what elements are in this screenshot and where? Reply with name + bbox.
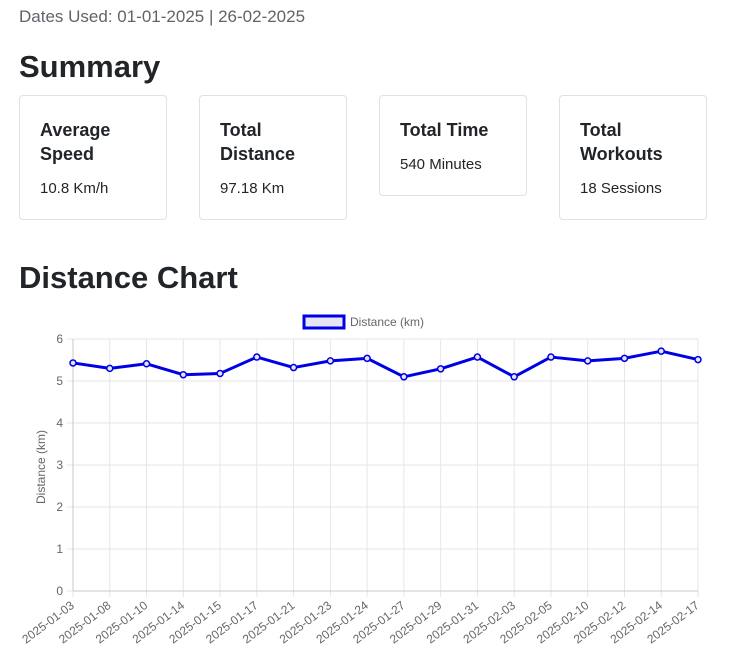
chart-grid <box>67 338 699 597</box>
card-value: 97.18 Km <box>220 180 285 197</box>
data-point <box>510 373 518 381</box>
card-title: Total Workouts <box>580 120 663 164</box>
y-tick-label: 3 <box>56 458 63 472</box>
total-time-card: Total Time 540 Minutes <box>379 95 527 196</box>
total-workouts-card: Total Workouts 18 Sessions <box>559 95 707 220</box>
average-speed-card: Average Speed 10.8 Km/h <box>19 95 167 220</box>
data-point <box>473 353 482 361</box>
distance-chart-heading: Distance Chart <box>19 260 238 295</box>
data-point <box>179 370 188 379</box>
data-point <box>620 354 629 363</box>
card-title: Average Speed <box>40 120 111 164</box>
y-tick-label: 1 <box>56 542 63 556</box>
data-point <box>289 363 298 372</box>
data-point <box>400 373 408 381</box>
y-tick-label: 4 <box>56 416 63 430</box>
summary-heading: Summary <box>19 49 161 84</box>
data-point <box>253 353 261 361</box>
y-tick-label: 5 <box>56 374 63 388</box>
data-point <box>657 347 665 355</box>
card-value: 18 Sessions <box>580 180 662 197</box>
card-title: Total Distance <box>220 120 296 164</box>
card-value: 10.8 Km/h <box>40 180 109 197</box>
data-point <box>69 359 77 367</box>
series-line <box>72 349 699 379</box>
y-tick-label: 6 <box>56 332 63 346</box>
data-point <box>326 357 335 365</box>
data-point <box>436 365 445 373</box>
data-point <box>583 357 592 365</box>
legend-label: Distance (km) <box>350 315 424 329</box>
card-value: 540 Minutes <box>400 156 482 173</box>
y-tick-label: 0 <box>56 584 63 598</box>
y-tick-label: 2 <box>56 500 63 514</box>
legend-swatch <box>302 314 346 330</box>
chart-series <box>69 347 702 381</box>
data-point <box>547 353 555 361</box>
data-point <box>142 360 151 368</box>
dates-used: Dates Used: 01-01-2025 | 26-02-2025 <box>19 7 306 26</box>
chart-legend: Distance (km) <box>302 314 424 330</box>
data-point <box>216 369 224 378</box>
data-point <box>106 364 114 373</box>
card-title: Total Time <box>400 120 489 140</box>
chart-axes: 01234562025-01-032025-01-082025-01-10202… <box>19 332 702 646</box>
data-point <box>363 354 371 363</box>
y-axis-title: Distance (km) <box>34 430 48 504</box>
total-distance-card: Total Distance 97.18 Km <box>199 95 347 220</box>
data-point <box>694 355 702 364</box>
